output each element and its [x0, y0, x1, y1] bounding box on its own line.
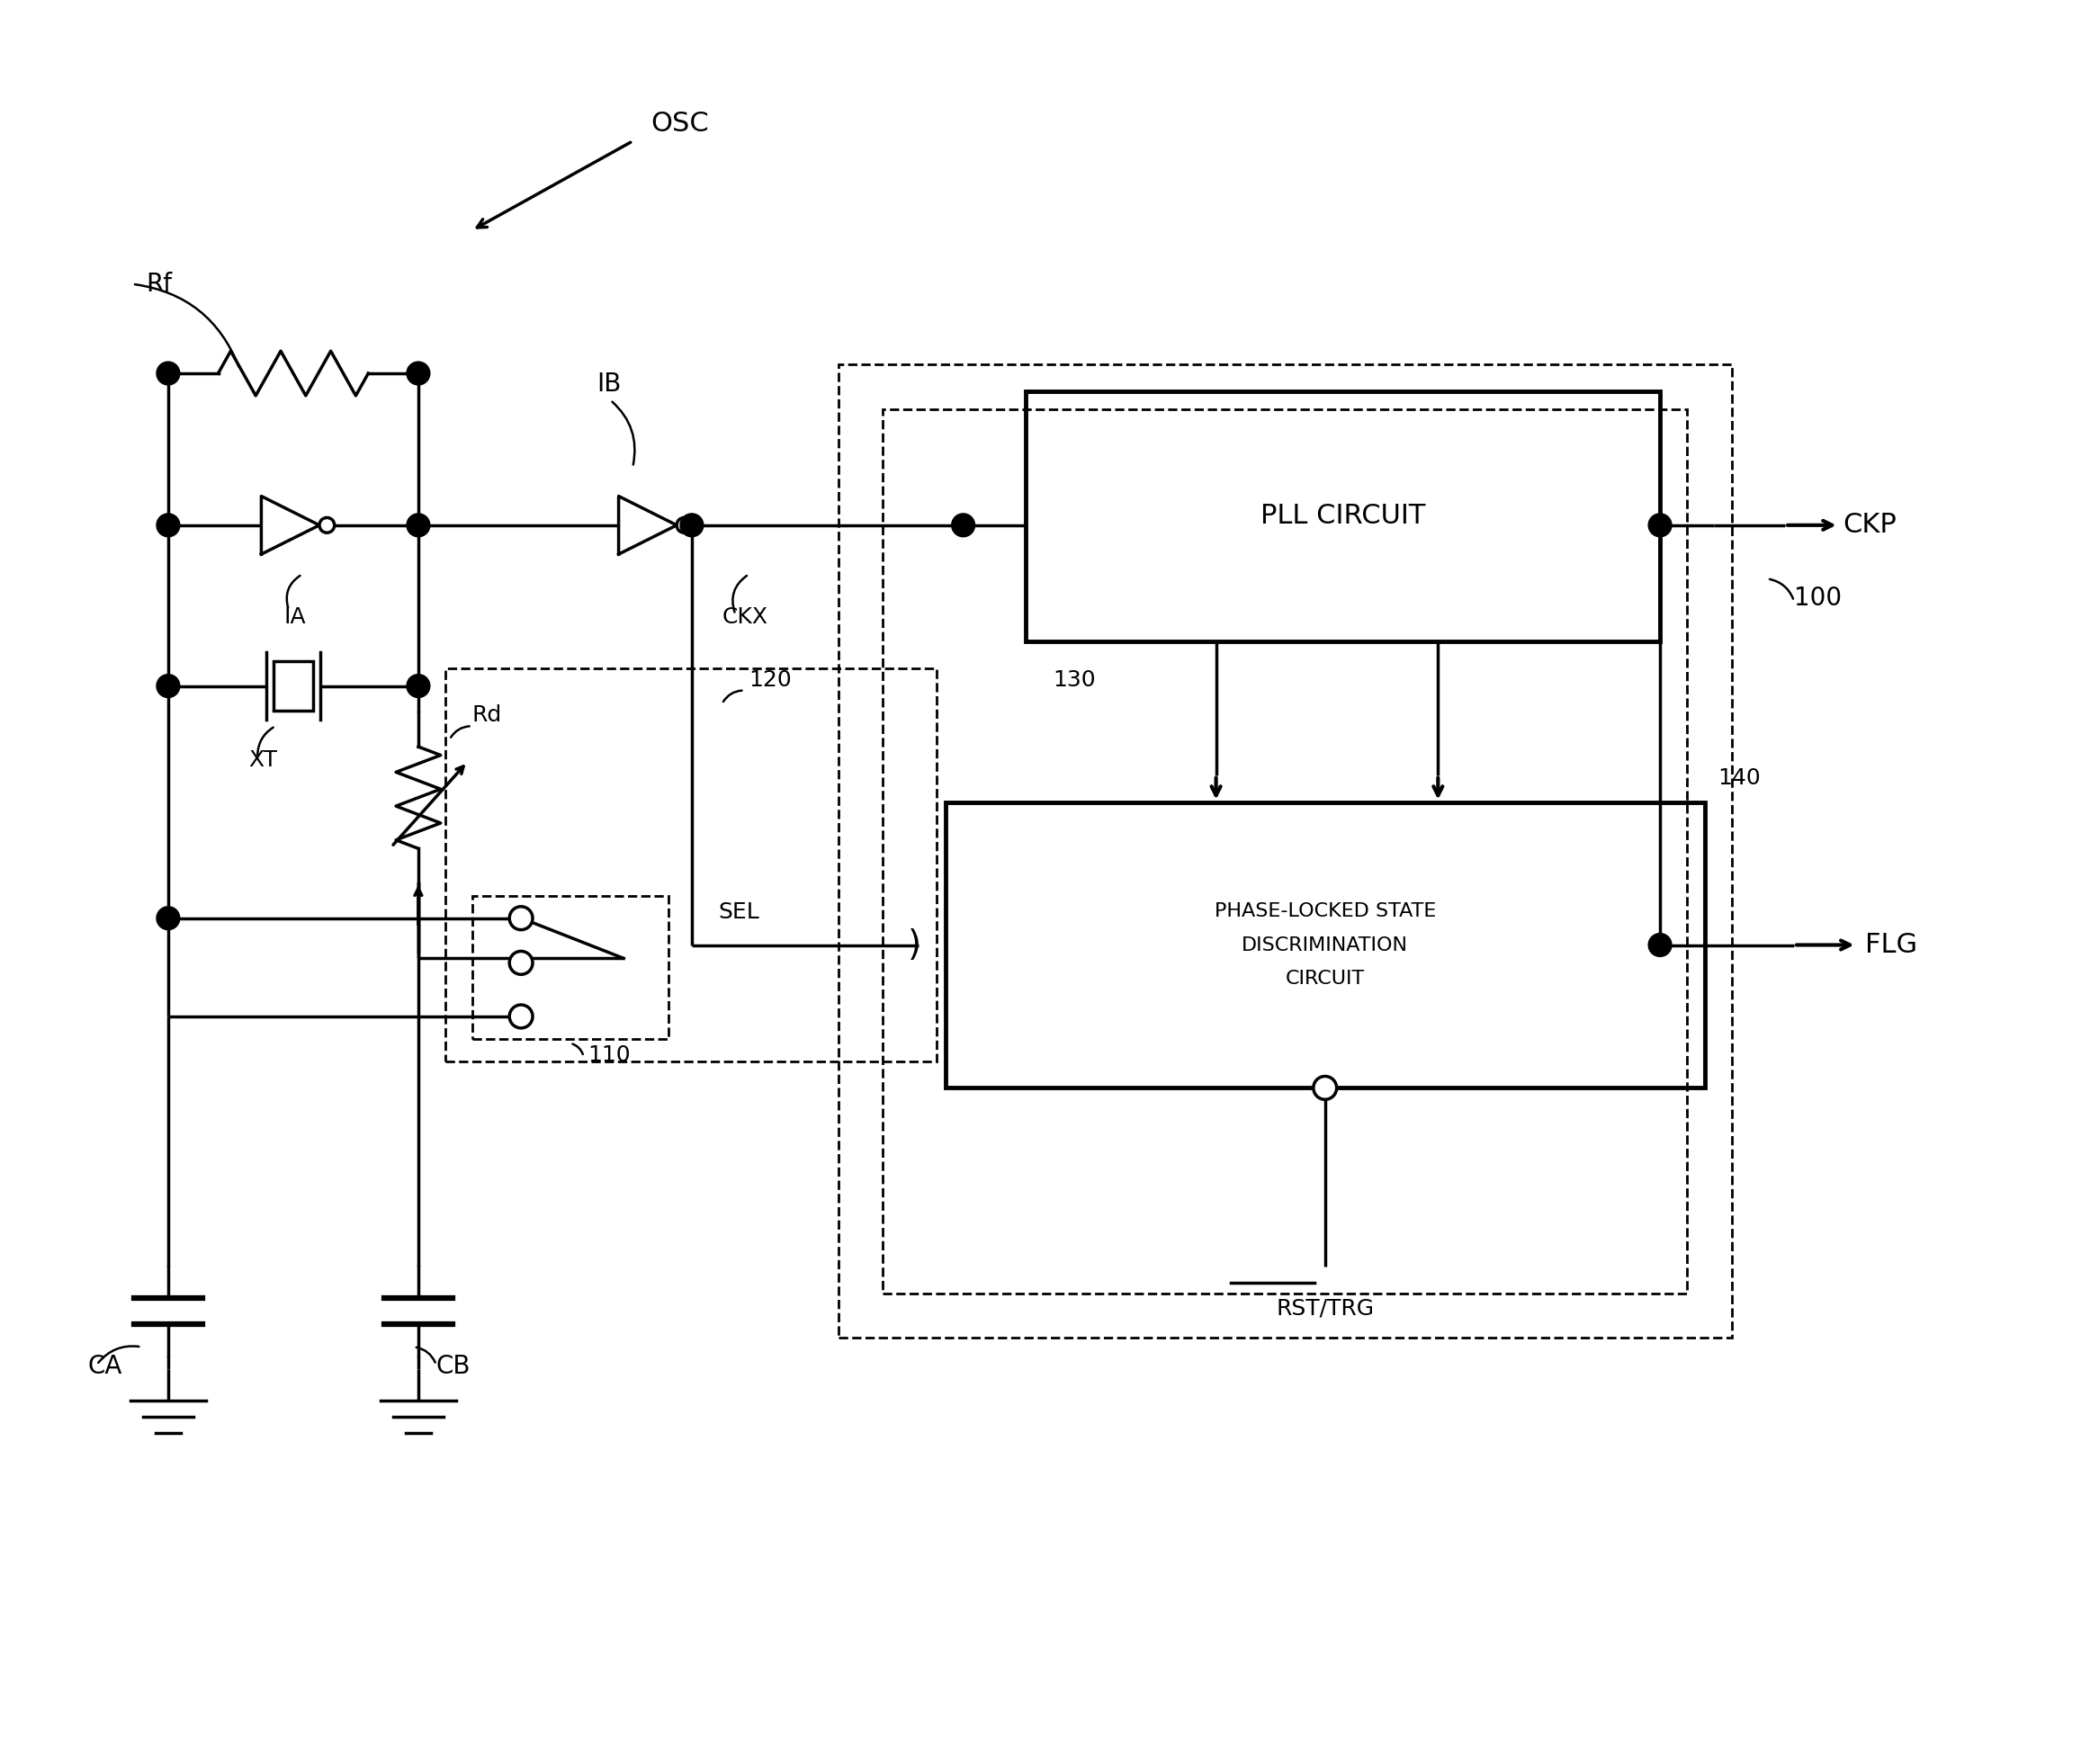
Circle shape: [1648, 513, 1671, 536]
Text: SEL: SEL: [718, 901, 760, 923]
Text: Rd: Rd: [472, 704, 502, 727]
Bar: [445, 669, 936, 1062]
Circle shape: [406, 674, 431, 697]
Circle shape: [156, 362, 179, 385]
Text: 110: 110: [589, 1044, 631, 1065]
Text: PHASE-LOCKED STATE: PHASE-LOCKED STATE: [1213, 901, 1436, 921]
Text: CKP: CKP: [1844, 512, 1898, 538]
Circle shape: [1648, 933, 1671, 956]
Text: CA: CA: [87, 1355, 123, 1379]
Circle shape: [510, 907, 533, 930]
Bar: [839, 365, 1731, 1337]
Text: CB: CB: [437, 1355, 470, 1379]
Text: DISCRIMINATION: DISCRIMINATION: [1242, 937, 1409, 954]
Circle shape: [318, 517, 335, 533]
Text: ): ): [907, 928, 922, 961]
Text: 130: 130: [1053, 669, 1095, 690]
Bar: [882, 409, 1688, 1293]
Circle shape: [156, 674, 179, 697]
Circle shape: [1313, 1076, 1336, 1099]
Text: OSC: OSC: [651, 109, 710, 136]
Circle shape: [156, 513, 179, 536]
Text: RST/TRG: RST/TRG: [1276, 1298, 1373, 1319]
Bar: [1026, 392, 1661, 642]
Text: PLL CIRCUIT: PLL CIRCUIT: [1261, 503, 1425, 529]
Text: 120: 120: [749, 669, 791, 690]
Circle shape: [951, 513, 974, 536]
Bar: [472, 896, 668, 1039]
Text: CIRCUIT: CIRCUIT: [1286, 970, 1365, 988]
Text: IB: IB: [597, 372, 622, 397]
Bar: [945, 803, 1704, 1088]
Circle shape: [510, 1005, 533, 1028]
Circle shape: [406, 513, 431, 536]
Text: 140: 140: [1719, 767, 1761, 789]
Text: 100: 100: [1794, 586, 1842, 610]
Text: Rf: Rf: [146, 272, 173, 296]
Circle shape: [510, 951, 533, 974]
Circle shape: [156, 907, 179, 930]
Text: XT: XT: [248, 750, 277, 771]
Bar: [273, 662, 312, 711]
Text: CKX: CKX: [722, 607, 768, 628]
Circle shape: [680, 513, 703, 536]
Circle shape: [676, 517, 691, 533]
Text: IA: IA: [285, 607, 306, 628]
Text: FLG: FLG: [1865, 931, 1919, 958]
Circle shape: [406, 362, 431, 385]
